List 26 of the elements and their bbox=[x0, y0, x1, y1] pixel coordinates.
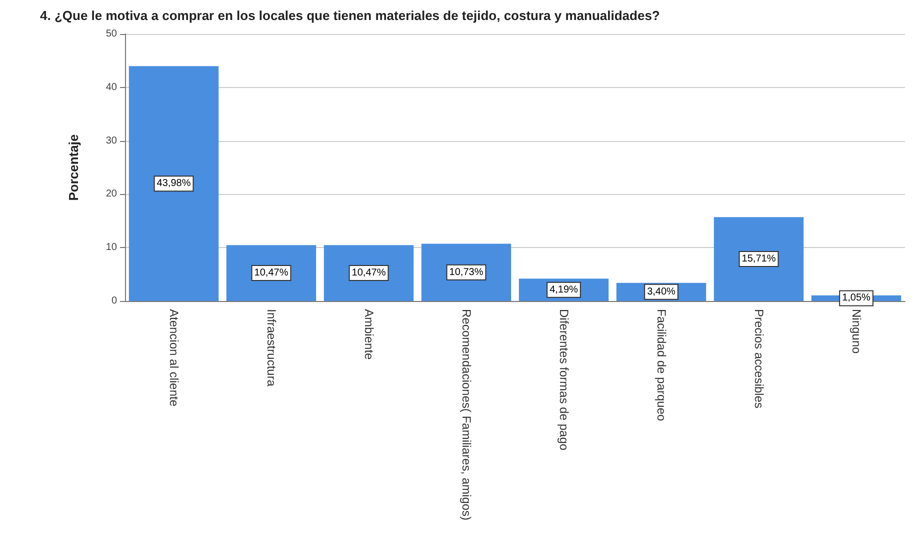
x-tick-label: Recomendaciones( Familiares, amigos) bbox=[459, 309, 474, 520]
data-label: 10,73% bbox=[449, 266, 484, 278]
y-tick-label: 0 bbox=[111, 296, 118, 306]
y-tick-label: 30 bbox=[106, 135, 118, 146]
x-tick-label: Ninguno bbox=[849, 309, 864, 354]
y-tick-label: 40 bbox=[106, 82, 118, 93]
data-label: 3,40% bbox=[647, 286, 676, 298]
y-tick-label: 50 bbox=[106, 28, 118, 40]
x-tick-label: Atencion al cliente bbox=[166, 309, 181, 407]
data-label: 43,98% bbox=[156, 178, 191, 190]
x-tick-label: Diferentes formas de pago bbox=[556, 309, 571, 451]
y-axis-title: Porcentaje bbox=[66, 134, 81, 201]
data-label: 10,47% bbox=[254, 268, 288, 279]
y-tick-label: 10 bbox=[106, 242, 118, 254]
x-tick-label: Facilidad de parqueo bbox=[654, 309, 668, 422]
x-tick-label: Precios accesibles bbox=[752, 309, 766, 408]
y-tick-label: 20 bbox=[106, 188, 118, 200]
bar bbox=[714, 217, 804, 301]
data-label: 4,19% bbox=[550, 284, 578, 296]
data-label: 10,47% bbox=[352, 268, 386, 279]
data-label: 1,05% bbox=[842, 292, 871, 304]
x-tick-label: Infraestructura bbox=[264, 309, 278, 387]
data-label: 15,71% bbox=[742, 254, 776, 265]
bar bbox=[128, 66, 219, 301]
chart-title: 4. ¿Que le motiva a comprar en los locales que tienen materiales de tejido, costura y manualidades? bbox=[40, 8, 660, 23]
x-tick-label: Ambiente bbox=[362, 309, 376, 360]
